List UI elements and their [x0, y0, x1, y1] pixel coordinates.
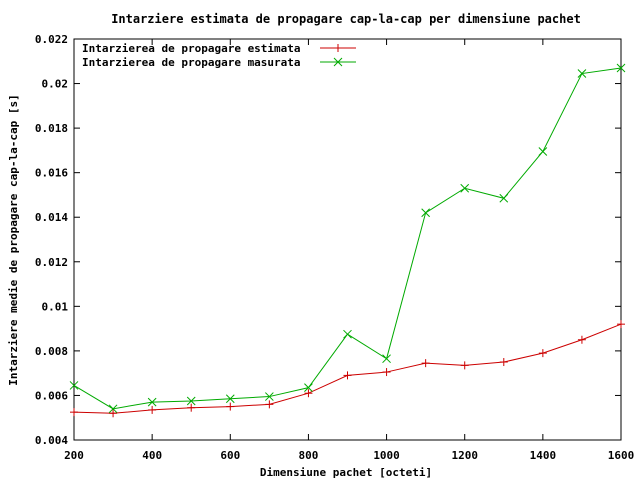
data-point-series-2 [382, 354, 391, 364]
x-tick-label: 200 [64, 449, 84, 462]
data-point-series-2 [265, 392, 274, 401]
data-point-series-2 [343, 329, 352, 339]
data-point-series-1 [304, 389, 313, 398]
data-point-series-2 [421, 208, 430, 218]
y-tick-label: 0.016 [35, 167, 68, 180]
data-point-series-1 [421, 359, 430, 368]
y-tick-label: 0.008 [35, 345, 68, 358]
y-tick-label: 0.014 [35, 211, 68, 224]
x-tick-label: 1000 [373, 449, 400, 462]
y-tick-label: 0.018 [35, 122, 68, 135]
x-tick-label: 1600 [608, 449, 635, 462]
legend-label-1: Intarzierea de propagare estimata [82, 42, 301, 55]
data-point-series-1 [148, 405, 157, 414]
plot-frame [73, 38, 622, 441]
data-point-series-2 [499, 193, 509, 203]
data-point-series-1 [499, 358, 508, 367]
data-point-series-1 [577, 335, 586, 344]
y-tick-label: 0.012 [35, 256, 68, 269]
y-tick-label: 0.02 [42, 78, 69, 91]
data-point-series-2 [304, 383, 313, 393]
axes [73, 38, 622, 441]
data-point-series-2 [538, 147, 548, 156]
legend-marker-1 [334, 44, 342, 52]
y-tick-label: 0.01 [42, 300, 69, 313]
x-tick-label: 400 [142, 449, 162, 462]
data-point-series-2 [108, 404, 118, 414]
data-point-series-1 [538, 349, 547, 358]
axis-ticks: 200 400 600 800 1000 1200 1400 1600 0.004 0.006 0.… [35, 33, 634, 462]
series-group [69, 63, 626, 418]
data-point-series-2 [225, 394, 235, 404]
series-line-2 [73, 67, 622, 410]
series-line-1 [73, 323, 622, 414]
x-tick-label: 600 [220, 449, 240, 462]
data-point-series-1 [617, 320, 625, 329]
data-point-series-1 [382, 368, 391, 377]
data-point-series-1 [109, 409, 118, 418]
y-tick-label: 0.006 [35, 389, 68, 402]
data-point-series-2 [69, 381, 79, 390]
chart-title: Intarziere estimata de propagare cap-la-… [111, 12, 581, 26]
x-tick-label: 1200 [451, 449, 478, 462]
data-point-series-2 [460, 183, 470, 193]
data-point-series-2 [147, 397, 157, 407]
y-axis-label: Intarziere medie de propagare cap-la-cap… [7, 94, 20, 385]
legend-label-2: Intarzierea de propagare masurata [82, 56, 301, 69]
data-point-series-1 [343, 371, 352, 380]
x-axis-label: Dimensiune pachet [octeti] [260, 466, 432, 479]
x-tick-label: 800 [298, 449, 318, 462]
y-tick-label: 0.004 [35, 434, 68, 447]
y-tick-label: 0.022 [35, 33, 68, 46]
data-point-series-1 [226, 402, 235, 411]
legend: Intarzierea de propagare estimataIntarzi… [82, 42, 356, 69]
x-tick-label: 1400 [530, 449, 557, 462]
data-point-series-1 [70, 408, 78, 417]
data-point-series-1 [460, 361, 469, 370]
data-point-series-1 [187, 403, 196, 412]
data-point-series-2 [577, 69, 587, 78]
legend-marker-2 [333, 57, 343, 67]
data-point-series-1 [265, 400, 274, 409]
data-point-series-2 [616, 63, 626, 73]
data-point-series-2 [186, 396, 196, 406]
